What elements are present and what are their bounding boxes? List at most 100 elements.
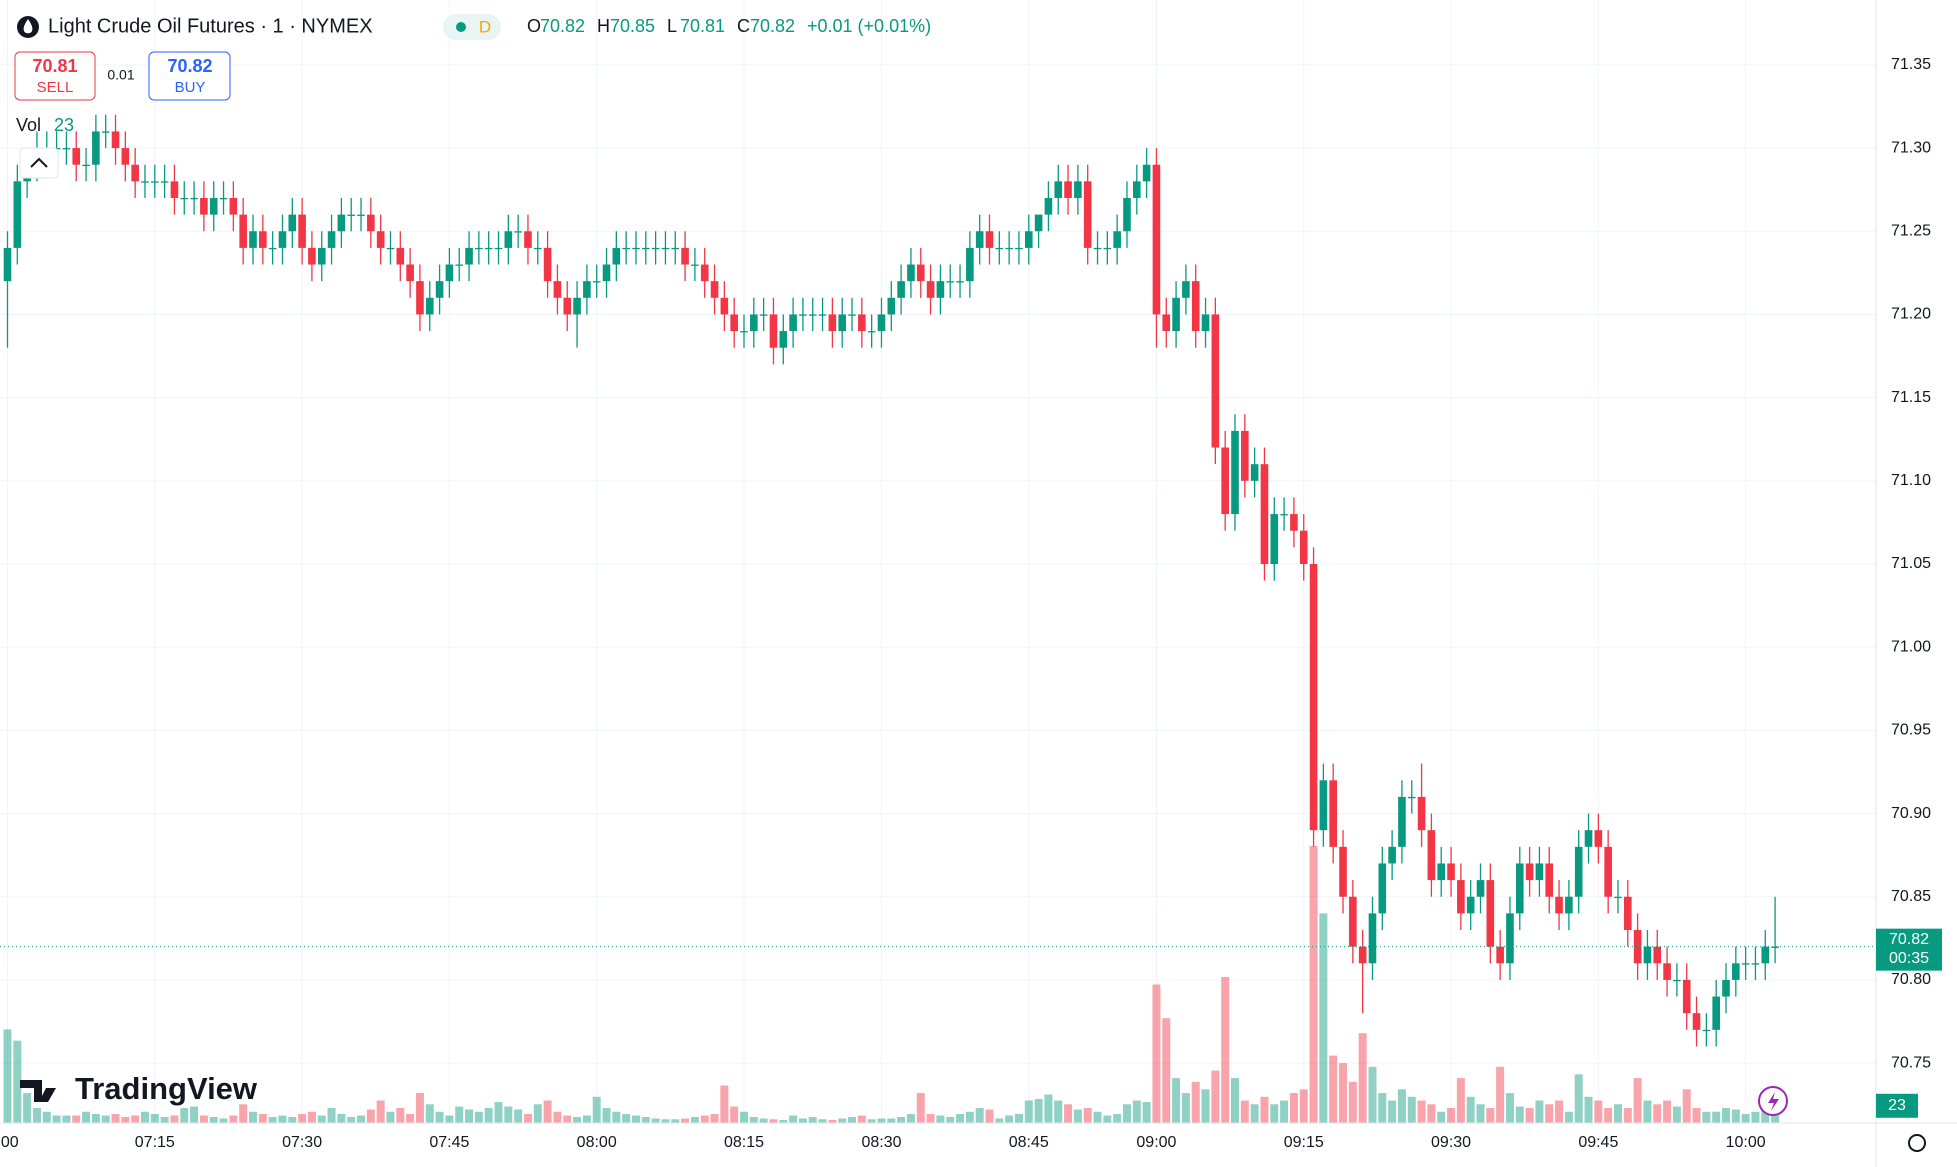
y-tick-label: 70.80 xyxy=(1891,971,1931,988)
volume-bar xyxy=(1515,1106,1524,1123)
candle-body xyxy=(1162,314,1171,332)
volume-bar xyxy=(1731,1109,1740,1123)
candle-body xyxy=(465,247,473,265)
candle-body xyxy=(681,247,689,265)
settings-icon[interactable] xyxy=(1908,1134,1926,1152)
candle-body xyxy=(357,214,365,216)
volume-bar xyxy=(523,1114,532,1123)
legend-key: L xyxy=(667,16,677,36)
volume-bar xyxy=(484,1108,493,1123)
y-tick-label: 71.15 xyxy=(1891,389,1931,406)
candle-body xyxy=(180,197,189,200)
candle-body xyxy=(1054,181,1063,198)
candle-body xyxy=(1152,164,1161,315)
volume-bar xyxy=(150,1114,159,1123)
volume-bar xyxy=(1270,1104,1279,1123)
volume-bar xyxy=(1280,1100,1289,1123)
candle-body xyxy=(1496,946,1504,964)
candle-body xyxy=(1437,863,1446,881)
volume-bar xyxy=(1584,1096,1593,1123)
candle-body xyxy=(966,247,974,282)
candle-body xyxy=(219,197,228,200)
volume-bar xyxy=(23,1093,32,1123)
volume-bar xyxy=(543,1100,552,1123)
candle-body xyxy=(877,314,886,332)
candle-body xyxy=(671,247,680,250)
candle-body xyxy=(1358,946,1367,964)
buy-price[interactable]: 70.82 xyxy=(167,56,212,76)
candle-body xyxy=(435,281,444,298)
volume-bar xyxy=(327,1108,336,1123)
sell-label[interactable]: SELL xyxy=(37,79,74,96)
volume-bar xyxy=(1211,1070,1220,1123)
market-status-dot xyxy=(456,22,466,32)
candle-body xyxy=(1182,281,1190,298)
legend-value: 70.85 xyxy=(610,16,655,36)
candle-body xyxy=(131,164,139,182)
candle-body xyxy=(691,264,699,266)
volume-bar xyxy=(121,1117,130,1123)
candle-body xyxy=(1673,979,1681,982)
volume-bar xyxy=(965,1111,974,1123)
candle-body xyxy=(858,314,866,332)
last-price-label: 70.82 xyxy=(1889,931,1929,948)
chart-title: Light Crude Oil Futures · 1 · NYMEX xyxy=(48,15,373,37)
candle-body xyxy=(1241,430,1249,481)
volume-bar xyxy=(602,1108,611,1123)
collapse-button[interactable] xyxy=(19,147,59,179)
legend-key: H xyxy=(597,16,610,36)
volume-bar xyxy=(818,1119,827,1123)
candle-body xyxy=(1486,880,1495,947)
y-tick-label: 71.35 xyxy=(1891,56,1931,73)
candle-body xyxy=(1339,846,1347,897)
y-tick-label: 71.25 xyxy=(1891,222,1931,239)
candle-body xyxy=(1427,830,1436,881)
volume-bar xyxy=(975,1108,984,1123)
candle-body xyxy=(1624,896,1632,931)
candle-body xyxy=(308,247,316,265)
volume-bar xyxy=(1319,913,1328,1123)
volume-bar xyxy=(62,1115,71,1123)
sell-price[interactable]: 70.81 xyxy=(32,56,77,76)
candle-body xyxy=(259,231,267,248)
volume-bar xyxy=(91,1114,100,1123)
candle-body xyxy=(1064,181,1072,198)
brand: TradingView xyxy=(75,1071,258,1106)
volume-bar xyxy=(906,1114,915,1123)
candle-body xyxy=(533,247,542,250)
buy-label[interactable]: BUY xyxy=(175,79,206,96)
candle-body xyxy=(1761,946,1770,964)
ohlc-legend: O70.82 H 70.85 L 70.81 C 70.82 xyxy=(527,16,795,36)
candle-body xyxy=(1653,946,1662,964)
candle-body xyxy=(543,247,552,282)
sell-button[interactable] xyxy=(14,51,96,101)
volume-bar xyxy=(357,1115,366,1123)
volume-bar xyxy=(376,1100,385,1123)
candle-body xyxy=(1221,447,1229,515)
candle-body xyxy=(160,181,169,183)
volume-bar xyxy=(592,1096,601,1123)
candle-body xyxy=(1044,197,1053,215)
brand-logo xyxy=(20,1080,56,1102)
x-tick-label: 09:45 xyxy=(1578,1134,1618,1151)
buy-button[interactable] xyxy=(148,51,231,101)
candle-body xyxy=(367,214,375,232)
volume-bar xyxy=(1103,1115,1112,1123)
volume-bar xyxy=(1358,1033,1367,1123)
candle-body xyxy=(190,197,198,200)
volume-bar xyxy=(445,1115,454,1123)
volume-bar xyxy=(278,1115,287,1123)
candle-body xyxy=(1299,530,1308,564)
candle-body xyxy=(347,214,355,216)
volume-bar xyxy=(631,1115,640,1123)
badge: D xyxy=(479,17,491,36)
x-tick-label: 08:30 xyxy=(861,1134,901,1151)
candle-body xyxy=(995,247,1004,250)
candle-body xyxy=(1643,946,1652,964)
volume-bar xyxy=(1329,1055,1338,1123)
candle-body xyxy=(455,264,464,266)
volume-bar xyxy=(838,1118,847,1123)
countdown: 00:35 xyxy=(1889,950,1929,967)
volume-bar xyxy=(1221,977,1230,1123)
